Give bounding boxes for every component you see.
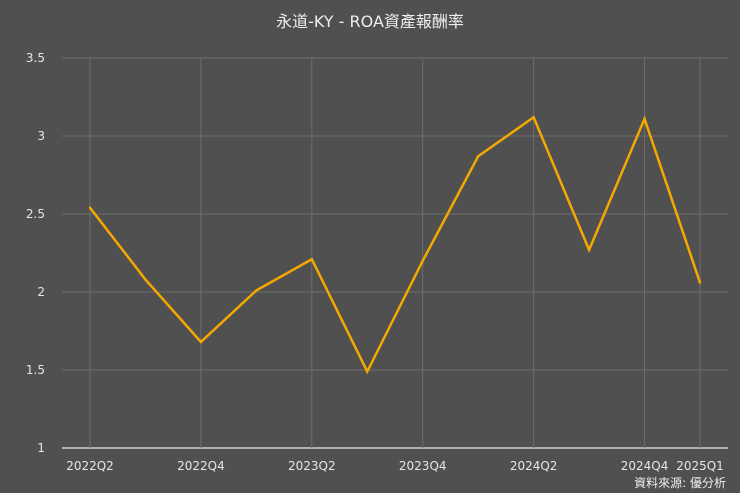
x-tick-label: 2023Q2	[288, 459, 336, 473]
series-line	[89, 115, 702, 375]
data-point	[199, 340, 203, 344]
y-tick-label: 3.5	[26, 51, 45, 65]
y-tick-label: 3	[37, 129, 45, 143]
data-point	[88, 206, 92, 209]
data-point	[587, 248, 591, 252]
chart-title: 永道-KY - ROA資產報酬率	[276, 12, 464, 31]
y-tick-label: 2	[37, 285, 45, 299]
data-point	[421, 259, 424, 262]
x-tick-label: 2024Q2	[510, 459, 558, 473]
data-point	[698, 281, 702, 284]
y-tick-label: 2.5	[26, 207, 45, 221]
data-point	[643, 117, 646, 121]
x-tick-label: 2022Q4	[177, 459, 225, 473]
y-tick-label: 1.5	[26, 363, 45, 377]
data-point	[366, 370, 369, 373]
data-point	[476, 155, 480, 158]
x-tick-label: 2023Q4	[399, 459, 447, 473]
x-tick-label: 2024Q4	[621, 459, 669, 473]
x-tick-label: 2025Q1	[676, 459, 724, 473]
source-note: 資料來源: 優分析	[634, 476, 726, 490]
x-tick-label: 2022Q2	[66, 459, 114, 473]
data-point	[144, 278, 147, 281]
data-point	[255, 289, 258, 292]
data-point	[310, 258, 314, 261]
data-point	[532, 116, 535, 119]
y-tick-label: 1	[37, 441, 45, 455]
